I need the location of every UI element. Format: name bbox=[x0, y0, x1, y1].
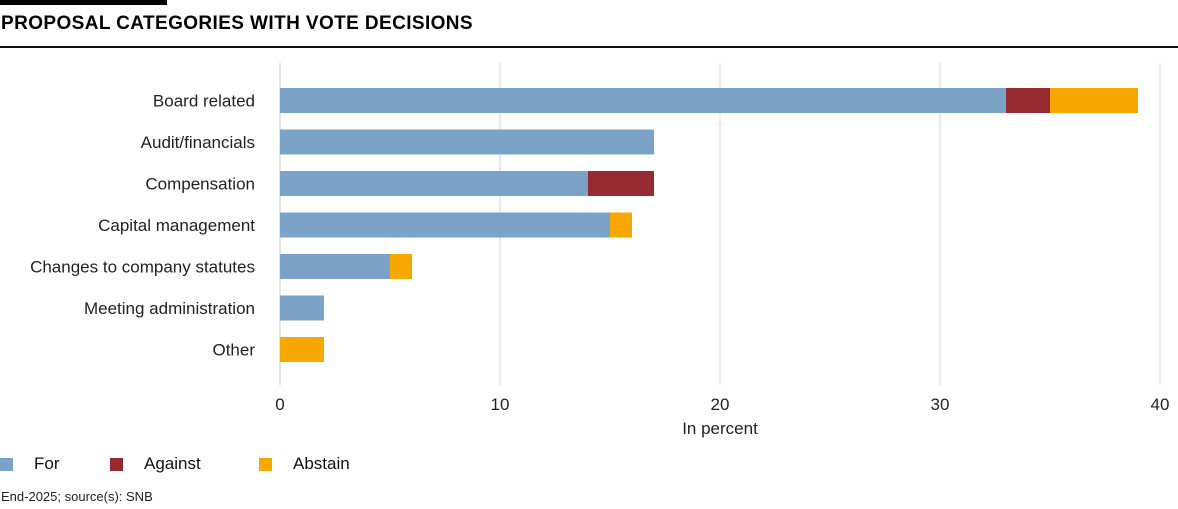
bar-segment-abstain bbox=[390, 254, 412, 279]
source-note: End-2025; source(s): SNB bbox=[1, 489, 153, 504]
bar-segment-against bbox=[588, 171, 654, 196]
legend-label: For bbox=[34, 454, 60, 473]
x-tick-label: 20 bbox=[711, 395, 730, 414]
bar-segment-for bbox=[280, 88, 1006, 113]
category-label: Other bbox=[212, 341, 255, 360]
category-label: Capital management bbox=[98, 216, 255, 235]
title-accent-bar bbox=[0, 0, 167, 5]
category-label: Compensation bbox=[145, 175, 255, 194]
category-label: Board related bbox=[153, 92, 255, 111]
bar-segment-against bbox=[1006, 88, 1050, 113]
bar-segment-abstain bbox=[280, 337, 324, 362]
legend-swatch bbox=[0, 458, 13, 471]
category-label: Changes to company statutes bbox=[30, 258, 255, 277]
bar-segment-abstain bbox=[1050, 88, 1138, 113]
x-axis-label: In percent bbox=[682, 419, 758, 438]
category-label: Meeting administration bbox=[84, 299, 255, 318]
bar-segment-abstain bbox=[610, 212, 632, 238]
chart-title: PROPOSAL CATEGORIES WITH VOTE DECISIONS bbox=[1, 13, 473, 34]
bar-segment-for bbox=[280, 254, 390, 279]
x-tick-label: 30 bbox=[931, 395, 950, 414]
title-rule bbox=[0, 46, 1178, 48]
legend-label: Against bbox=[144, 454, 201, 473]
bar-segment-for bbox=[280, 295, 324, 321]
bar-segment-for bbox=[280, 129, 654, 155]
x-tick-label: 10 bbox=[491, 395, 510, 414]
x-tick-label: 40 bbox=[1151, 395, 1170, 414]
legend-label: Abstain bbox=[293, 454, 350, 473]
category-label: Audit/financials bbox=[141, 133, 255, 152]
legend-swatch bbox=[259, 458, 272, 471]
bar-segment-for bbox=[280, 171, 588, 196]
bar-segment-for bbox=[280, 212, 610, 238]
bar-chart: Board related Audit/financials Compensatio… bbox=[30, 63, 1170, 438]
x-tick-label: 0 bbox=[275, 395, 284, 414]
legend-swatch bbox=[110, 458, 123, 471]
